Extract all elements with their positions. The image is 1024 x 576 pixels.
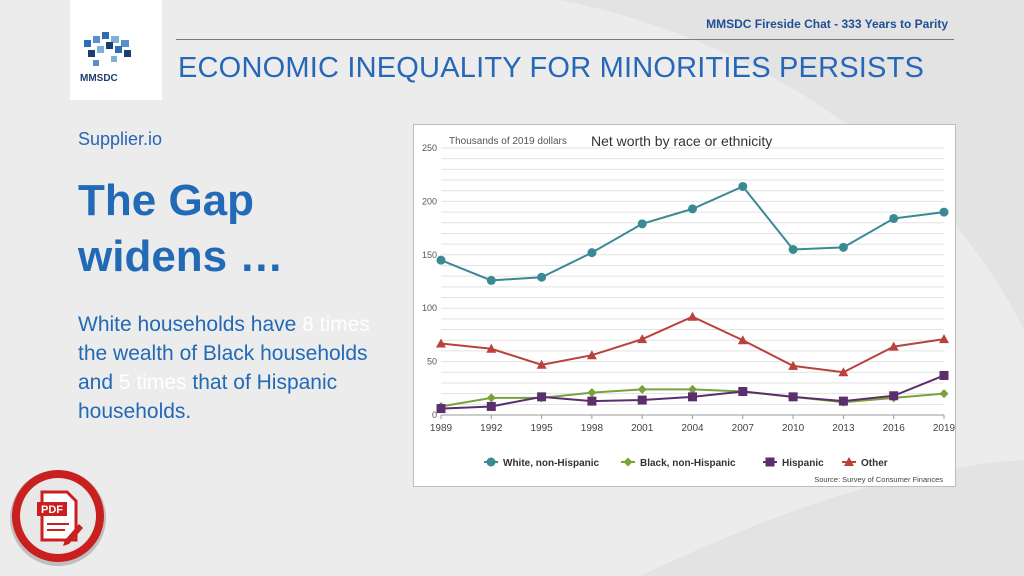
brand-label: Supplier.io [78, 129, 163, 149]
y-tick-label: 250 [422, 143, 437, 153]
x-tick-label: 2016 [883, 423, 906, 434]
legend-label-black-non-hispanic: Black, non-Hispanic [640, 458, 736, 469]
series-line-other [440, 315, 945, 374]
data-point-other [838, 367, 849, 377]
data-point-other [586, 350, 597, 360]
chart-legend: White, non-Hispanic Black, non-Hispanic Hi… [484, 457, 888, 469]
data-point-other [436, 338, 446, 348]
body-paragraph: White households have 8 times the wealth… [78, 310, 378, 426]
data-point-hispanic [436, 404, 446, 414]
logo-text: MMSDC [80, 73, 118, 84]
x-tick-label: 2010 [782, 423, 805, 434]
data-point-white-non-hispanic [939, 207, 949, 217]
data-point-hispanic [838, 396, 848, 406]
data-point-other [788, 360, 799, 370]
data-point-black-non-hispanic [688, 384, 697, 394]
x-axis: 1989 1992 1995 1998 2001 2004 2007 2010 2013 2016… [430, 414, 955, 434]
data-point-hispanic [688, 392, 697, 402]
chart-gridlines [441, 147, 944, 416]
x-tick-label: 1992 [480, 423, 503, 434]
pdf-icon: PDF [10, 470, 106, 566]
data-point-hispanic [486, 401, 496, 411]
data-point-white-non-hispanic [637, 219, 647, 229]
data-point-other [687, 311, 698, 321]
chart-canvas: 0 50 100 150 200 250 1989 1992 1995 1998 2001 2004… [422, 133, 955, 484]
data-point-white-non-hispanic [889, 213, 899, 223]
data-point-other [939, 334, 949, 344]
legend-label-other: Other [861, 458, 888, 469]
data-point-white-non-hispanic [688, 204, 697, 214]
data-point-other [637, 334, 648, 344]
data-point-hispanic [587, 396, 597, 406]
data-point-hispanic [889, 391, 899, 401]
body-text-2: the wealth of Black households and [78, 342, 368, 394]
body-text-1: White households have [78, 313, 303, 336]
chart-title: Net worth by race or ethnicity [591, 133, 772, 149]
x-tick-label: 2007 [732, 423, 755, 434]
data-point-white-non-hispanic [486, 275, 496, 285]
y-tick-label: 150 [422, 250, 437, 260]
legend-marker-black-non-hispanic [623, 457, 633, 467]
pdf-download-button[interactable]: PDF [7, 466, 109, 570]
pdf-label: PDF [41, 504, 63, 516]
highlight-8-times: 8 times [302, 313, 370, 336]
legend-label-white-non-hispanic: White, non-Hispanic [503, 458, 600, 469]
x-tick-label: 1989 [430, 423, 453, 434]
page-title: ECONOMIC INEQUALITY FOR MINORITIES PERSI… [178, 52, 925, 84]
data-point-other [888, 341, 899, 351]
data-point-hispanic [537, 392, 547, 402]
y-axis: 0 50 100 150 200 250 [422, 143, 437, 420]
data-point-white-non-hispanic [537, 272, 547, 282]
data-point-black-non-hispanic [587, 388, 597, 398]
highlight-5-times: 5 times [118, 371, 187, 394]
data-point-hispanic [738, 387, 748, 397]
data-point-black-non-hispanic [939, 389, 949, 399]
x-tick-label: 2019 [933, 423, 955, 434]
mmsdc-logo: MMSDC [70, 0, 162, 100]
data-point-black-non-hispanic [637, 384, 647, 394]
x-tick-label: 2001 [631, 423, 654, 434]
data-point-other [486, 343, 497, 353]
chart-source: Source: Survey of Consumer Finances [814, 475, 943, 484]
body-text-3: that of Hispanic households. [78, 371, 338, 423]
net-worth-chart: 0 50 100 150 200 250 1989 1992 1995 1998 2001 2004… [413, 124, 956, 487]
y-tick-label: 50 [427, 357, 437, 367]
data-point-white-non-hispanic [788, 244, 798, 254]
data-point-white-non-hispanic [738, 181, 748, 191]
legend-label-hispanic: Hispanic [782, 458, 824, 469]
x-tick-label: 2004 [681, 423, 704, 434]
x-tick-label: 1998 [581, 423, 604, 434]
data-point-white-non-hispanic [587, 248, 597, 258]
data-point-white-non-hispanic [436, 255, 446, 265]
legend-marker-hispanic [765, 457, 775, 467]
chart-series [436, 181, 949, 414]
data-point-other [536, 359, 547, 369]
x-tick-label: 2013 [832, 423, 855, 434]
data-point-hispanic [637, 395, 647, 405]
chart-units-label: Thousands of 2019 dollars [449, 136, 567, 147]
data-point-hispanic [788, 392, 798, 402]
y-tick-label: 200 [422, 196, 437, 206]
y-tick-label: 0 [432, 410, 437, 420]
logo-emblem-icon [84, 32, 131, 66]
header-subtitle: MMSDC Fireside Chat - 333 Years to Parit… [706, 17, 948, 31]
data-point-black-non-hispanic [486, 393, 496, 403]
legend-marker-white-non-hispanic [486, 457, 496, 467]
data-point-other [737, 335, 748, 345]
data-point-hispanic [939, 370, 949, 380]
legend-marker-other [844, 457, 854, 466]
x-tick-label: 1995 [530, 423, 553, 434]
header-divider [176, 39, 954, 40]
headline-line-2: widens … [78, 232, 284, 281]
headline: The Gap widens … [78, 173, 378, 285]
headline-line-1: The Gap [78, 176, 255, 225]
data-point-white-non-hispanic [838, 242, 848, 252]
y-tick-label: 100 [422, 303, 437, 313]
